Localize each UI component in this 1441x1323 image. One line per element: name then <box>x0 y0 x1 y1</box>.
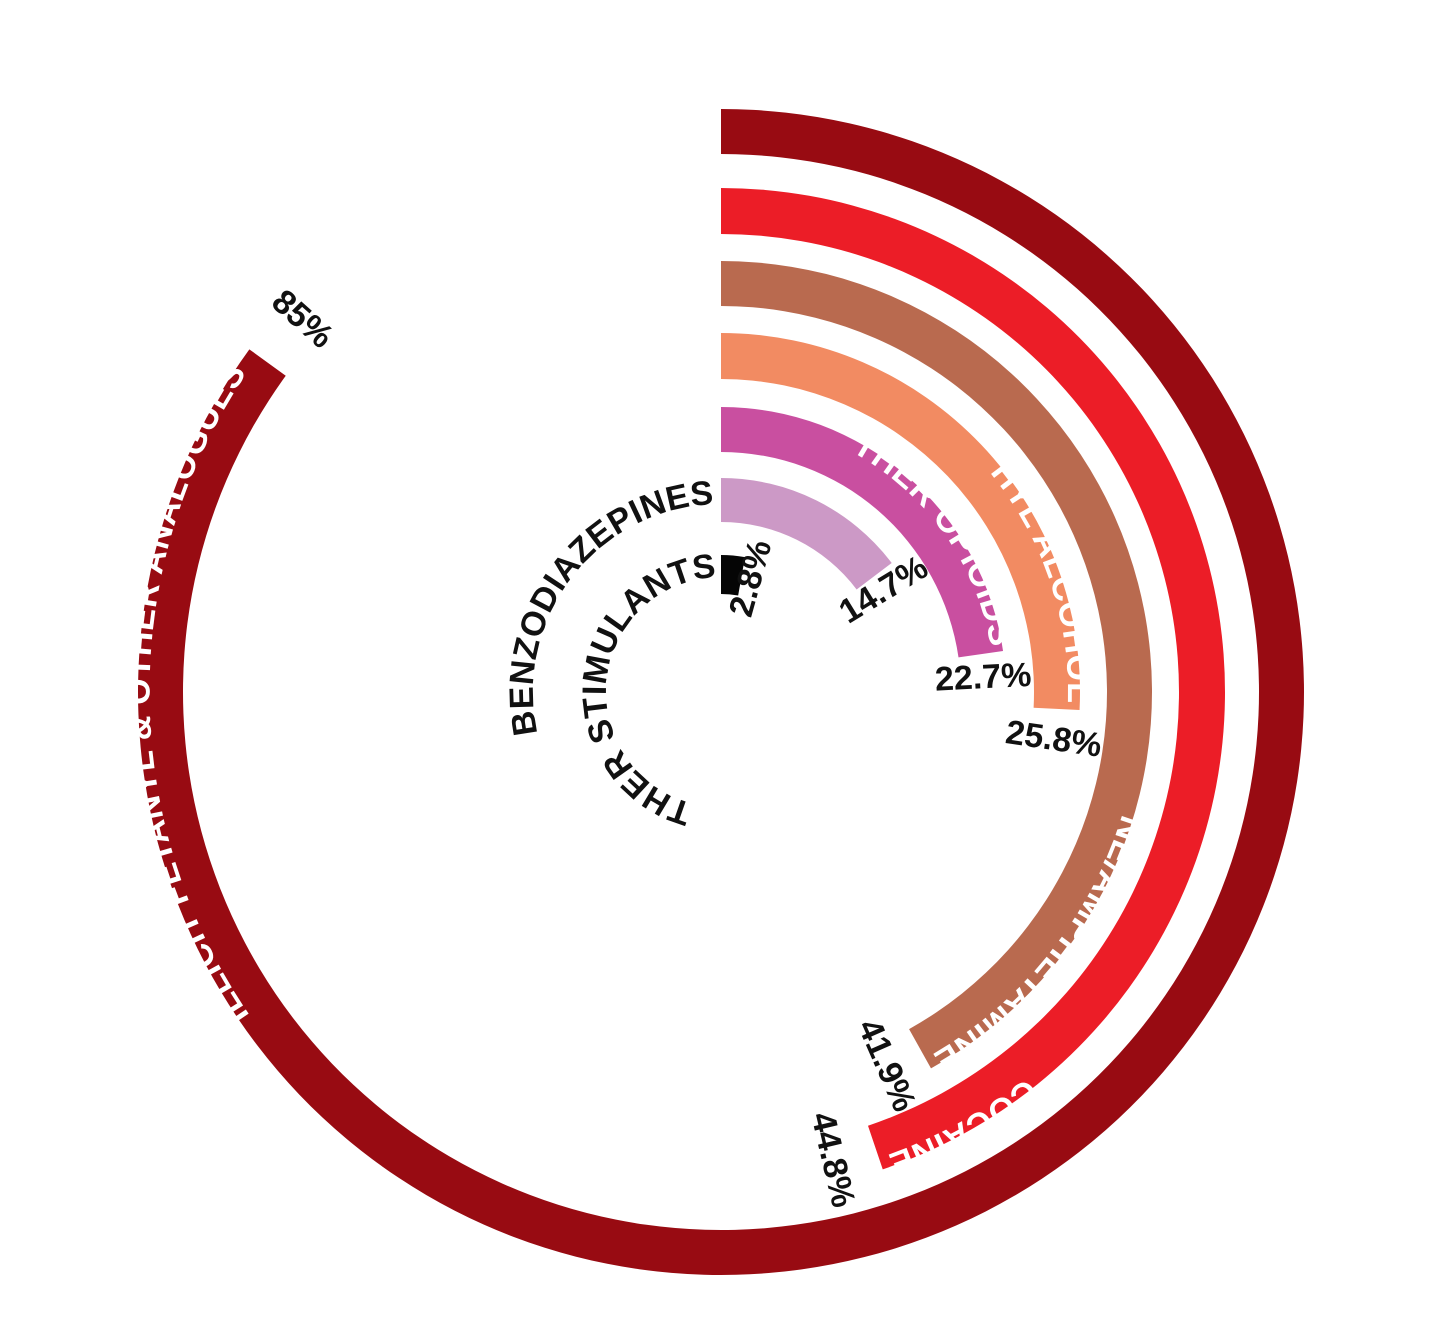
bar-cocaine <box>721 188 1226 1170</box>
series-label-other-stimulants: OTHER STIMULANTS <box>0 0 718 832</box>
value-label-other-opioids: 22.7% <box>934 656 1032 699</box>
bars-group <box>137 109 1304 1275</box>
bar-benzodiazepines <box>721 478 892 590</box>
value-label-cocaine: 44.8% <box>803 1109 862 1212</box>
value-label-ethyl-alcohol: 25.8% <box>1003 713 1104 765</box>
bar-methamphetamine-amphetamine <box>721 261 1152 1069</box>
bar-other-stimulants <box>721 555 745 596</box>
bar-ethyl-alcohol <box>721 333 1080 711</box>
value-label-illicit-fetanyl-other-analogues: 85% <box>264 282 340 356</box>
bar-other-opioids <box>721 407 1004 658</box>
value-label-other-stimulants: 2.8% <box>722 536 779 621</box>
